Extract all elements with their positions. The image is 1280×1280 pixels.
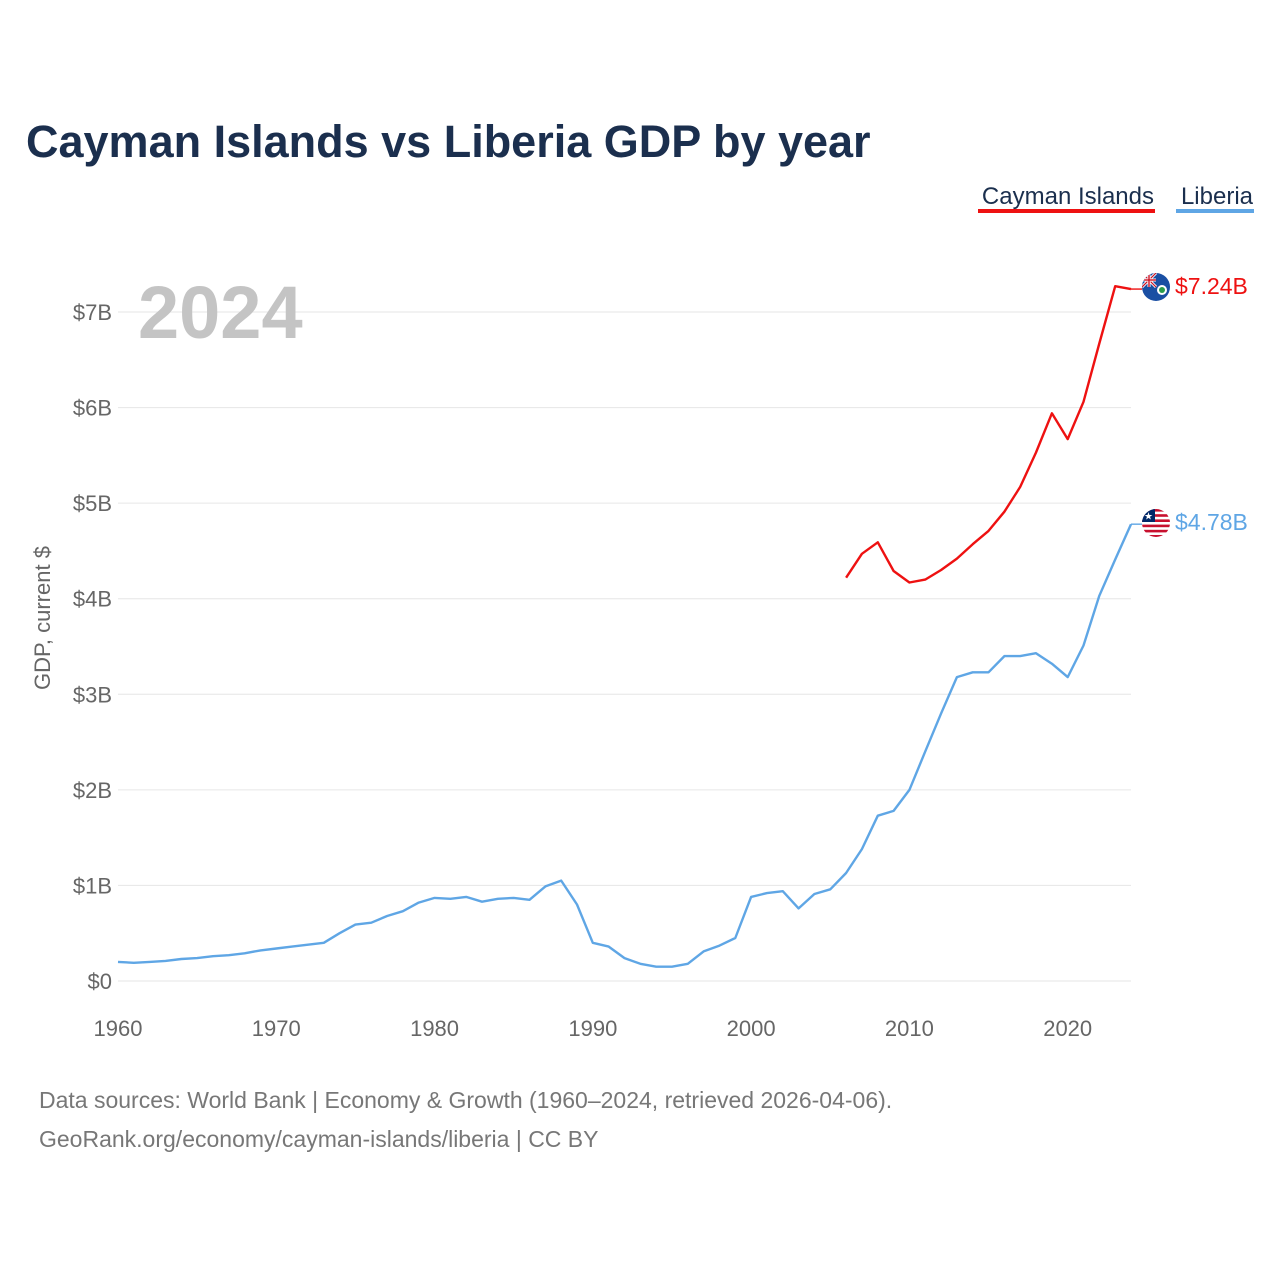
source-line-2: GeoRank.org/economy/cayman-islands/liber… [39,1126,599,1152]
series-line-liberia [117,523,1133,968]
x-tick-label: 2020 [1043,1016,1092,1041]
gridlines [118,311,1131,982]
end-value-label-cayman-islands: $7.24B [1175,273,1248,299]
x-tick-label: 1970 [252,1016,301,1041]
x-tick-label: 2010 [885,1016,934,1041]
y-axis-label: GDP, current $ [30,546,55,690]
source-line-1: Data sources: World Bank | Economy & Gro… [39,1087,892,1113]
liberia-flag-icon: ★ [1142,509,1170,537]
x-tick-label: 2000 [727,1016,776,1041]
y-tick-label: $1B [73,873,112,898]
y-tick-label: $5B [73,491,112,516]
x-tick-label: 1980 [410,1016,459,1041]
y-tick-label: $2B [73,778,112,803]
x-axis: 1960 1970 1980 1990 2000 2010 2020 [94,1016,1093,1041]
end-value-label-liberia: $4.78B [1175,509,1248,535]
y-tick-label: $6B [73,396,112,421]
y-tick-label: $4B [73,587,112,612]
y-tick-label: $0 [88,969,112,994]
year-watermark: 2024 [138,271,303,354]
legend-item-liberia[interactable]: Liberia [1181,183,1254,210]
series [117,285,1142,968]
x-tick-label: 1990 [568,1016,617,1041]
series-line-cayman-islands [845,285,1132,584]
chart-title: Cayman Islands vs Liberia GDP by year [26,116,871,167]
x-tick-label: 1960 [94,1016,143,1041]
y-tick-label: $7B [73,300,112,325]
cayman-islands-flag-icon [1142,273,1170,301]
y-tick-label: $3B [73,682,112,707]
y-axis: $0 $1B $2B $3B $4B $5B $6B $7B [73,300,112,994]
svg-text:★: ★ [1144,512,1153,523]
legend-item-cayman-islands[interactable]: Cayman Islands [982,183,1154,210]
legend: Cayman Islands Liberia [978,183,1254,213]
